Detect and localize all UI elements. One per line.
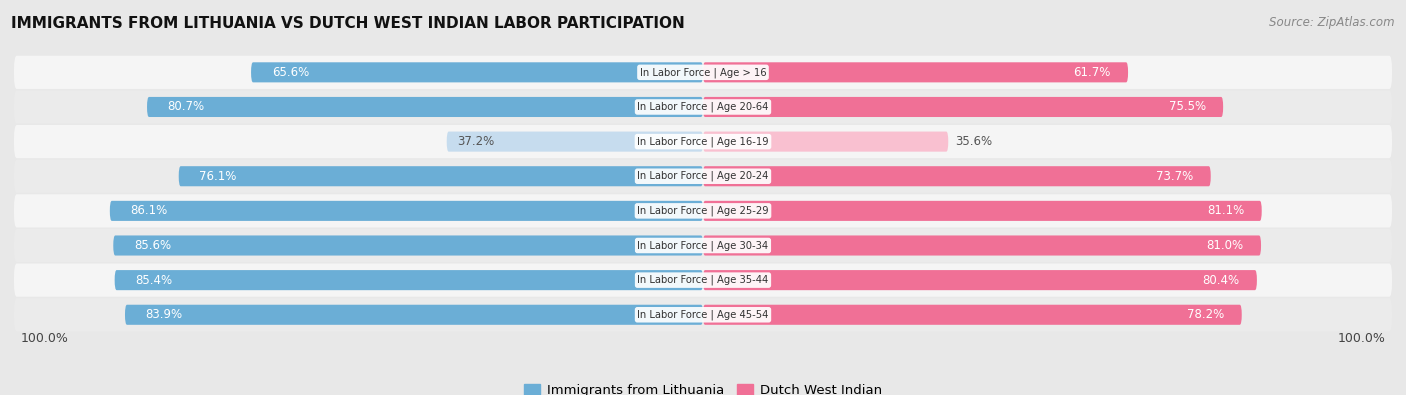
Text: 81.0%: 81.0% (1206, 239, 1244, 252)
FancyBboxPatch shape (14, 263, 1392, 297)
FancyBboxPatch shape (447, 132, 703, 152)
Text: 81.1%: 81.1% (1208, 204, 1244, 217)
Text: In Labor Force | Age > 16: In Labor Force | Age > 16 (640, 67, 766, 77)
Text: In Labor Force | Age 30-34: In Labor Force | Age 30-34 (637, 240, 769, 251)
FancyBboxPatch shape (14, 125, 1392, 158)
Text: 65.6%: 65.6% (271, 66, 309, 79)
FancyBboxPatch shape (14, 298, 1392, 331)
FancyBboxPatch shape (14, 56, 1392, 89)
FancyBboxPatch shape (179, 166, 703, 186)
FancyBboxPatch shape (703, 235, 1261, 256)
Text: 80.7%: 80.7% (167, 100, 205, 113)
Text: In Labor Force | Age 16-19: In Labor Force | Age 16-19 (637, 136, 769, 147)
FancyBboxPatch shape (703, 270, 1257, 290)
FancyBboxPatch shape (110, 201, 703, 221)
FancyBboxPatch shape (703, 62, 1128, 83)
Text: 100.0%: 100.0% (21, 332, 69, 345)
FancyBboxPatch shape (703, 132, 948, 152)
Text: 100.0%: 100.0% (1337, 332, 1385, 345)
Text: 76.1%: 76.1% (200, 170, 236, 183)
FancyBboxPatch shape (14, 194, 1392, 228)
Text: Source: ZipAtlas.com: Source: ZipAtlas.com (1270, 16, 1395, 29)
Text: In Labor Force | Age 35-44: In Labor Force | Age 35-44 (637, 275, 769, 285)
Text: 35.6%: 35.6% (955, 135, 993, 148)
FancyBboxPatch shape (252, 62, 703, 83)
Legend: Immigrants from Lithuania, Dutch West Indian: Immigrants from Lithuania, Dutch West In… (524, 384, 882, 395)
FancyBboxPatch shape (115, 270, 703, 290)
Text: In Labor Force | Age 25-29: In Labor Force | Age 25-29 (637, 206, 769, 216)
Text: 85.6%: 85.6% (134, 239, 172, 252)
FancyBboxPatch shape (125, 305, 703, 325)
FancyBboxPatch shape (703, 97, 1223, 117)
Text: IMMIGRANTS FROM LITHUANIA VS DUTCH WEST INDIAN LABOR PARTICIPATION: IMMIGRANTS FROM LITHUANIA VS DUTCH WEST … (11, 16, 685, 31)
Text: 73.7%: 73.7% (1156, 170, 1194, 183)
Text: 83.9%: 83.9% (146, 308, 183, 321)
FancyBboxPatch shape (14, 229, 1392, 262)
Text: 85.4%: 85.4% (135, 274, 173, 287)
Text: 61.7%: 61.7% (1073, 66, 1111, 79)
Text: In Labor Force | Age 45-54: In Labor Force | Age 45-54 (637, 310, 769, 320)
FancyBboxPatch shape (703, 305, 1241, 325)
Text: 80.4%: 80.4% (1202, 274, 1240, 287)
Text: In Labor Force | Age 20-64: In Labor Force | Age 20-64 (637, 102, 769, 112)
FancyBboxPatch shape (703, 166, 1211, 186)
FancyBboxPatch shape (14, 160, 1392, 193)
FancyBboxPatch shape (114, 235, 703, 256)
Text: 37.2%: 37.2% (457, 135, 495, 148)
Text: 75.5%: 75.5% (1168, 100, 1206, 113)
FancyBboxPatch shape (703, 201, 1261, 221)
Text: 78.2%: 78.2% (1187, 308, 1225, 321)
FancyBboxPatch shape (148, 97, 703, 117)
FancyBboxPatch shape (14, 90, 1392, 124)
Text: 86.1%: 86.1% (131, 204, 167, 217)
Text: In Labor Force | Age 20-24: In Labor Force | Age 20-24 (637, 171, 769, 181)
